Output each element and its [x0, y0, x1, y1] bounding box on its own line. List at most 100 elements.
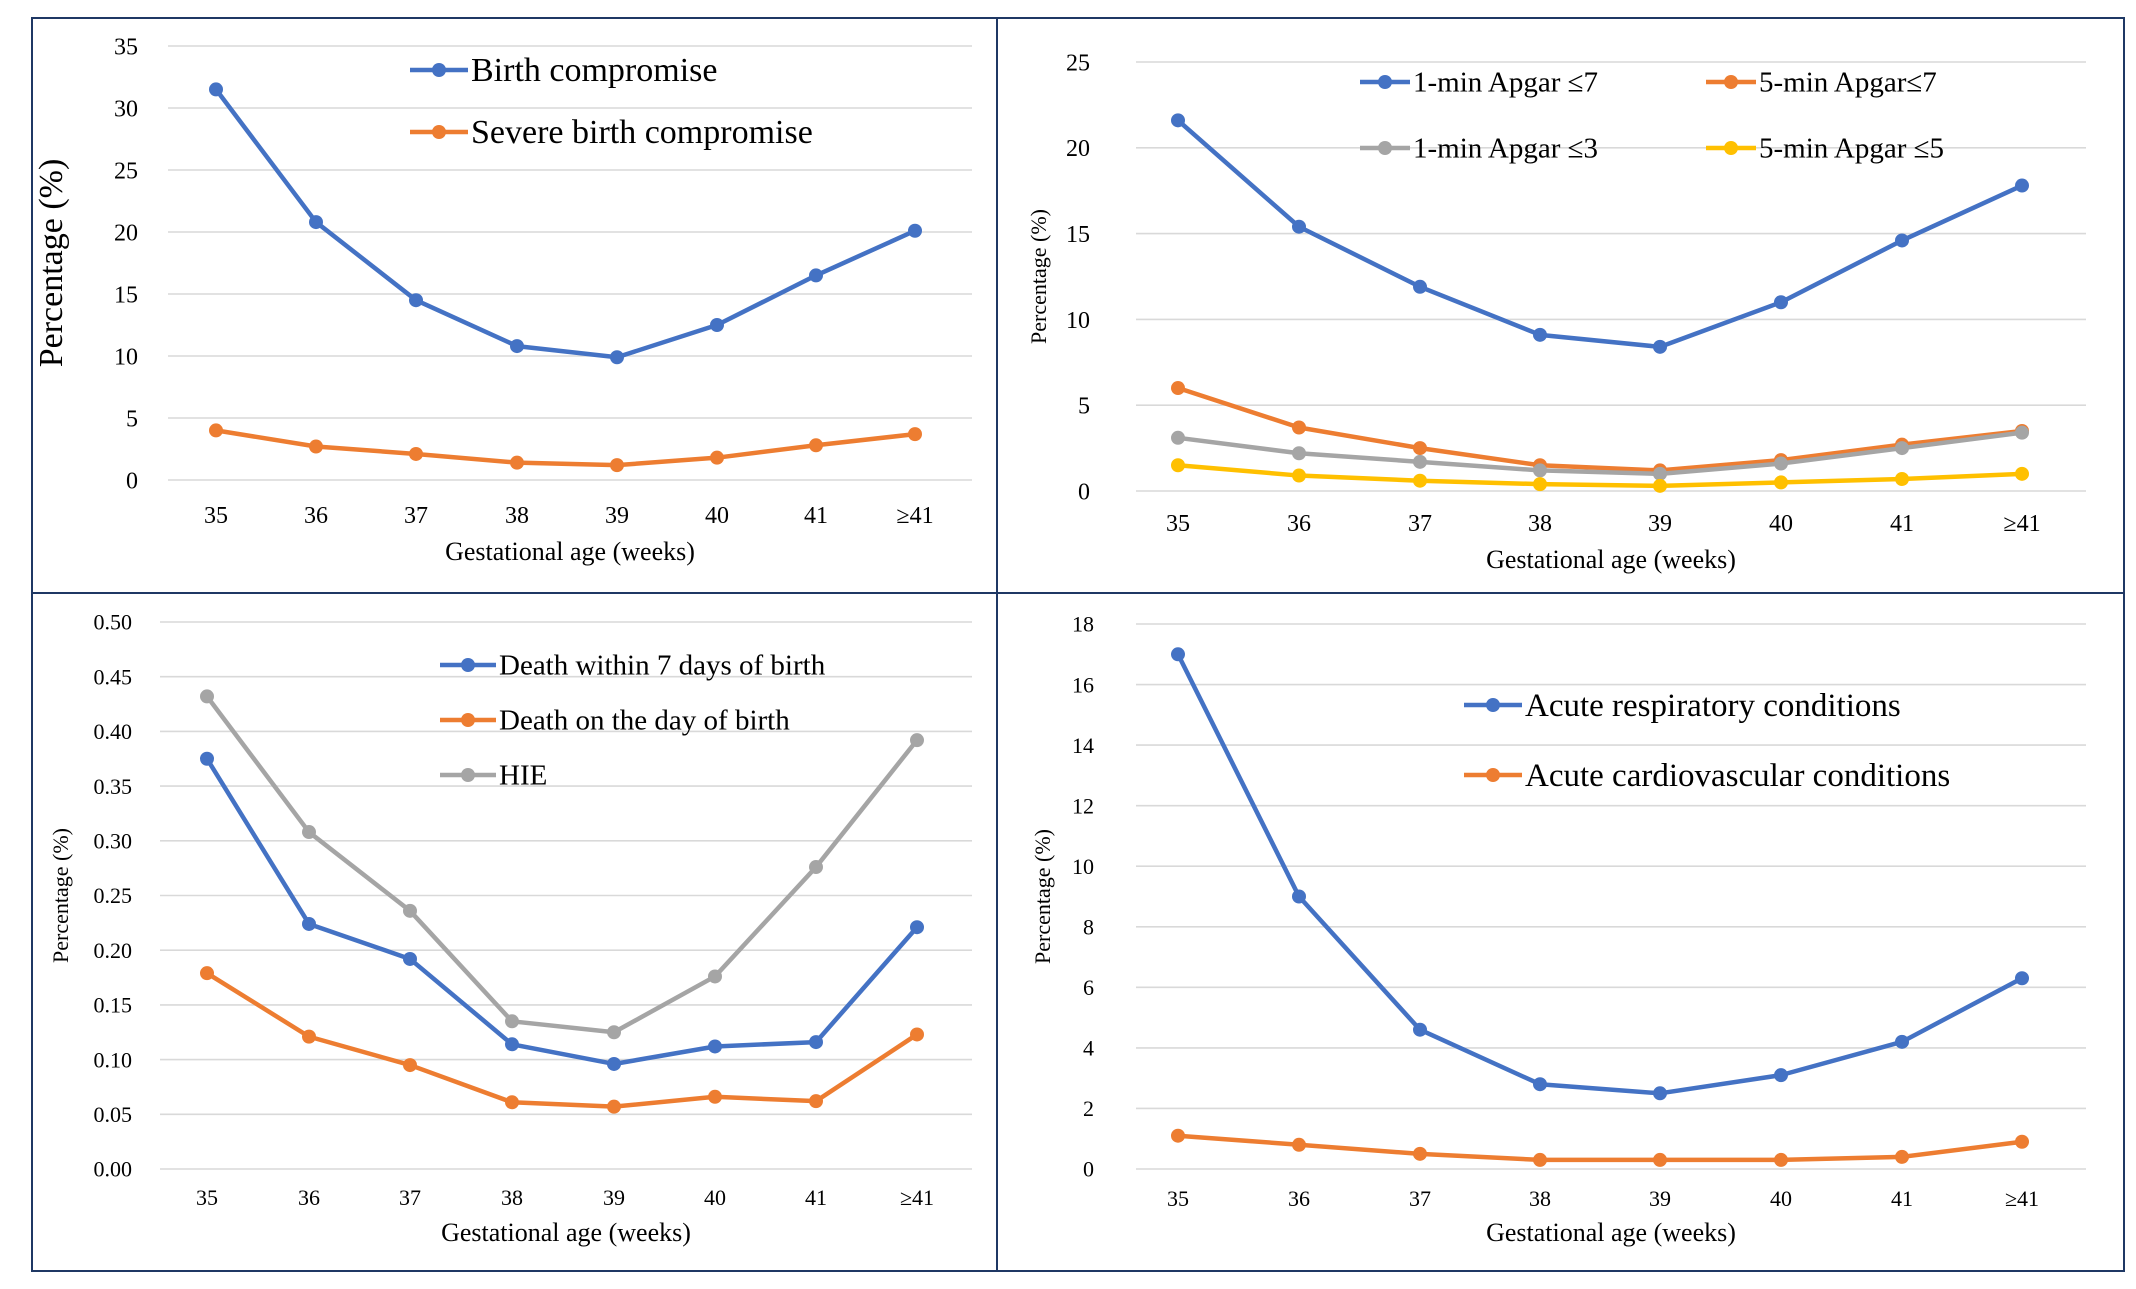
y-tick-label: 0.40	[94, 719, 133, 744]
y-tick-label: 0.30	[94, 829, 133, 854]
legend-label: Acute cardiovascular conditions	[1525, 758, 1950, 794]
data-point	[1653, 1086, 1667, 1101]
series-1	[1171, 113, 2029, 354]
chart-panel-3: 0.00 0.05 0.10 0.15 0.20 0.25 0.30 0.35 0.40 0.45…	[31, 592, 998, 1272]
data-point	[1413, 454, 1427, 469]
legend-entry: HIE	[440, 760, 547, 792]
y-axis-title: Percentage (%)	[33, 159, 70, 368]
series-line	[1175, 653, 2024, 1096]
data-point	[1171, 430, 1185, 445]
data-point	[1533, 1077, 1547, 1092]
data-point	[1533, 327, 1547, 342]
data-point	[403, 903, 417, 918]
y-tick-label: 20	[1066, 136, 1090, 162]
legend-label: Death on the day of birth	[499, 705, 790, 737]
x-tick-label: 35	[204, 503, 228, 529]
data-point	[1292, 1137, 1306, 1152]
legend-label: Acute respiratory conditions	[1525, 688, 1901, 724]
data-point	[1292, 889, 1306, 904]
data-point	[200, 689, 214, 704]
x-tick-label: ≥41	[2003, 511, 2040, 537]
x-tick-label: 40	[1769, 511, 1793, 537]
data-point	[409, 293, 423, 308]
legend-entry: Acute cardiovascular conditions	[1464, 758, 1950, 794]
y-tick-label: 0.05	[94, 1102, 133, 1127]
y-tick-label: 16	[1072, 672, 1094, 697]
legend-marker	[1486, 768, 1500, 782]
data-point	[1171, 1128, 1185, 1143]
x-tick-label: 40	[1770, 1186, 1792, 1211]
y-tick-label: 15	[114, 282, 138, 308]
x-tick-label: 36	[304, 503, 328, 529]
data-point	[302, 916, 316, 931]
data-point	[505, 1095, 519, 1110]
y-tick-label: 6	[1083, 975, 1094, 1000]
y-tick-label: 0.20	[94, 938, 133, 963]
y-tick-label: 0	[1083, 1157, 1094, 1182]
x-tick-label: 38	[505, 503, 529, 529]
data-point	[1413, 473, 1427, 488]
legend-marker	[1378, 75, 1392, 89]
y-tick-label: 8	[1083, 914, 1094, 939]
data-point	[1774, 1152, 1788, 1167]
legend-marker	[1724, 75, 1738, 89]
data-point	[708, 1039, 722, 1054]
x-tick-label: 38	[501, 1185, 523, 1210]
data-point	[1653, 466, 1667, 481]
legend-label: 1-min Apgar ≤3	[1413, 133, 1598, 165]
data-point	[1292, 219, 1306, 234]
data-point	[708, 1089, 722, 1104]
data-point	[209, 423, 223, 438]
series-1	[1171, 647, 2029, 1101]
data-point	[302, 1029, 316, 1044]
y-axis-title: Percentage (%)	[1030, 829, 1055, 964]
series-line	[205, 757, 919, 1067]
data-point	[910, 733, 924, 748]
data-point	[505, 1014, 519, 1029]
data-point	[1533, 477, 1547, 492]
y-tick-label: 4	[1083, 1036, 1094, 1061]
legend-marker	[1486, 698, 1500, 712]
x-tick-label: 37	[1408, 511, 1432, 537]
data-point	[1413, 279, 1427, 294]
legend-entry: 5-min Apgar≤7	[1706, 67, 1937, 99]
x-tick-label: 40	[704, 1185, 726, 1210]
data-point	[309, 439, 323, 454]
legend-marker	[432, 125, 446, 139]
data-point	[1653, 339, 1667, 354]
data-point	[607, 1099, 621, 1114]
data-point	[607, 1025, 621, 1040]
x-tick-label: 37	[399, 1185, 421, 1210]
data-point	[200, 751, 214, 766]
legend-marker	[1378, 141, 1392, 155]
series-2	[1171, 1128, 2029, 1167]
legend-marker	[461, 713, 475, 727]
data-point	[1171, 458, 1185, 473]
series-3	[200, 689, 924, 1040]
data-point	[908, 427, 922, 442]
data-point	[2015, 971, 2029, 986]
legend-label: 5-min Apgar≤7	[1759, 67, 1937, 99]
y-tick-label: 0	[126, 468, 138, 494]
legend-entry: Birth compromise	[410, 52, 717, 89]
data-point	[809, 1035, 823, 1050]
data-point	[1171, 381, 1185, 396]
x-axis-title: Gestational age (weeks)	[1486, 1218, 1736, 1247]
y-tick-label: 10	[1066, 308, 1090, 334]
data-point	[2015, 466, 2029, 481]
legend-label: 5-min Apgar ≤5	[1759, 133, 1944, 165]
data-point	[710, 318, 724, 332]
x-tick-label: 41	[804, 503, 828, 529]
y-axis-title: Percentage (%)	[48, 828, 73, 963]
y-tick-label: 0.00	[94, 1157, 133, 1182]
series-2	[1171, 381, 2029, 478]
series-1	[200, 751, 924, 1071]
data-point	[2015, 425, 2029, 440]
data-point	[607, 1056, 621, 1071]
x-tick-label: 39	[1649, 1186, 1671, 1211]
data-point	[2015, 1134, 2029, 1149]
x-tick-label: 41	[805, 1185, 827, 1210]
x-tick-label: 40	[705, 503, 729, 529]
data-point	[1533, 1152, 1547, 1167]
y-tick-label: 10	[1072, 854, 1094, 879]
